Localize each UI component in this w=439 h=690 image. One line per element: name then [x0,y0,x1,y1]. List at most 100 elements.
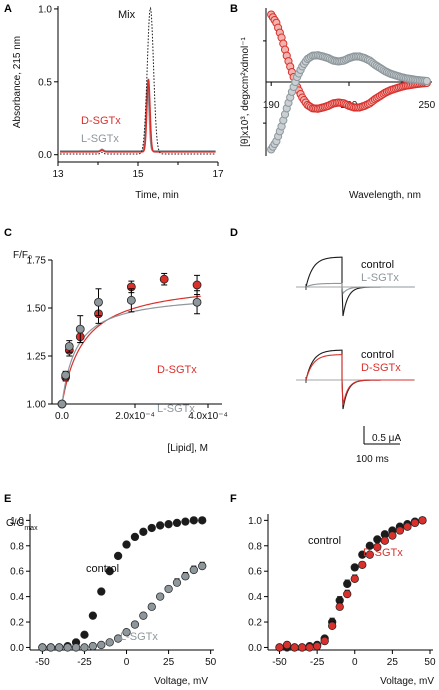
data-point-control [350,563,359,572]
data-point-l-sgtx [46,643,55,652]
x-tick-label: -50 [35,657,50,668]
data-point-control [343,579,352,589]
y-axis-label-e-sub: max [24,525,38,532]
y-tick-label: 1.0 [10,516,24,527]
data-point-d-sgtx [343,589,352,599]
data-point-l-sgtx [147,602,156,611]
scalebar-current-label: 0.5 μA [372,433,401,444]
legend-f-d-sgtx: D-SGTx [363,547,403,559]
x-tick-label: 25 [387,657,399,668]
cd-point-l-sgtx [422,76,431,86]
scalebar-time-label: 100 ms [356,454,389,465]
data-point-l-sgtx [126,295,136,305]
data-point-control [139,527,148,536]
panel-f-points: -50 -25 0 25 50 0.0 0.2 0.4 0.6 0.8 1.0 [248,514,436,668]
y-tick-label: 0.0 [38,150,52,161]
legend-e-l-sgtx: L-SGTx [120,631,158,643]
legend-d-sgtx: D-SGTx [81,115,121,127]
data-point-d-sgtx [159,274,169,284]
data-point-d-sgtx [192,280,202,290]
panel-c-points: 0.0 2.0x10⁻⁴ 4.0x10⁻⁴ 1.00 1.25 1.50 1.75 [27,256,228,423]
x-tick-label: 250 [418,100,435,111]
legend-f-control: control [308,535,341,547]
data-point-d-sgtx [305,643,314,652]
legend-mix: Mix [118,9,136,21]
y-tick-label: 1.0 [248,516,262,527]
data-point-l-sgtx [139,611,148,620]
y-tick-label: 0.4 [10,592,24,603]
data-point-l-sgtx [75,324,85,334]
x-tick-label: 50 [205,657,217,668]
legend-l-sgtx: L-SGTx [81,133,119,145]
data-point-l-sgtx [189,565,198,575]
data-point-l-sgtx [57,399,67,409]
x-tick-label: 0 [352,657,358,668]
legend-d-d-sgtx: D-SGTx [361,362,401,374]
panel-a: A 13 15 17 0.0 0.5 1.0 Mix D-SGTx L-SGTx Time… [4,3,224,201]
y-axis-label-c: F/F₀ [13,250,32,261]
data-point-control [172,518,182,528]
data-point-d-sgtx [328,621,337,631]
panel-letter-b: B [230,3,238,15]
data-point-d-sgtx [395,526,405,535]
y-tick-label: 1.00 [27,400,47,411]
panel-letter-a: A [4,3,12,15]
data-point-l-sgtx [63,643,72,652]
panel-f: F -50 -25 0 25 500.00.20.40.60.81.0 control … [230,493,436,687]
y-tick-label: 0.8 [248,541,262,552]
x-tick-label: -25 [77,657,92,668]
y-axis-label-e: G/Gmax [6,518,38,532]
x-tick-label: 0.0 [55,411,69,422]
data-point-d-sgtx [282,640,292,650]
y-tick-label: 0.2 [10,618,24,629]
data-point-l-sgtx [71,643,81,652]
x-axis-label-e: Voltage, mV [154,676,208,687]
data-point-d-sgtx [403,522,412,531]
x-tick-label: 25 [163,657,175,668]
panel-letter-e: E [4,493,11,505]
data-point-l-sgtx [38,643,47,652]
trace-mix [60,6,216,155]
data-point-l-sgtx [164,584,173,594]
x-axis-label-c: [Lipid], M [167,443,208,454]
data-point-control [164,520,173,529]
data-point-l-sgtx [88,642,98,651]
data-point-d-sgtx [275,643,284,652]
data-point-control [130,532,140,542]
y-tick-label: 0.6 [10,567,24,578]
data-point-l-sgtx [122,628,131,637]
data-point-d-sgtx [365,550,374,559]
data-point-control [147,523,156,533]
data-point-l-sgtx [105,638,114,647]
x-axis-label-a: Time, min [135,190,179,201]
legend-c-l-sgtx: L-SGTx [157,403,195,415]
y-tick-label: 1.50 [27,304,47,315]
y-tick-label: 1.0 [38,4,52,15]
y-tick-label: 1.25 [27,352,47,363]
y-tick-label: 0.4 [248,592,262,603]
y-tick-label: 0.0 [10,643,24,654]
panel-b-points: 190220250 [263,8,436,156]
data-point-control [105,567,114,576]
legend-c-d-sgtx: D-SGTx [157,364,197,376]
data-point-d-sgtx [380,536,390,545]
y-axis-label-e-main: G/G [6,518,25,529]
y-tick-label: 1.75 [27,256,47,267]
x-axis-label-b: Wavelength, nm [349,190,421,201]
data-point-d-sgtx [320,636,329,646]
y-axis-label-a: Absorbance, 215 nm [12,36,23,128]
y-tick-label: 0.8 [10,541,24,552]
data-point-control [88,611,98,620]
data-point-l-sgtx [61,370,71,380]
data-point-control [181,517,190,526]
trace-d-sgtx [60,78,216,153]
data-point-l-sgtx [55,643,64,652]
x-tick-label: 190 [263,100,280,111]
panel-d-traces [296,256,415,410]
data-point-d-sgtx [297,643,307,652]
x-tick-label: 2.0x10⁻⁴ [115,411,155,422]
legend-d-l-sgtx: L-SGTx [361,272,399,284]
legend-d-control-1: control [361,259,394,271]
data-point-d-sgtx [335,602,344,611]
